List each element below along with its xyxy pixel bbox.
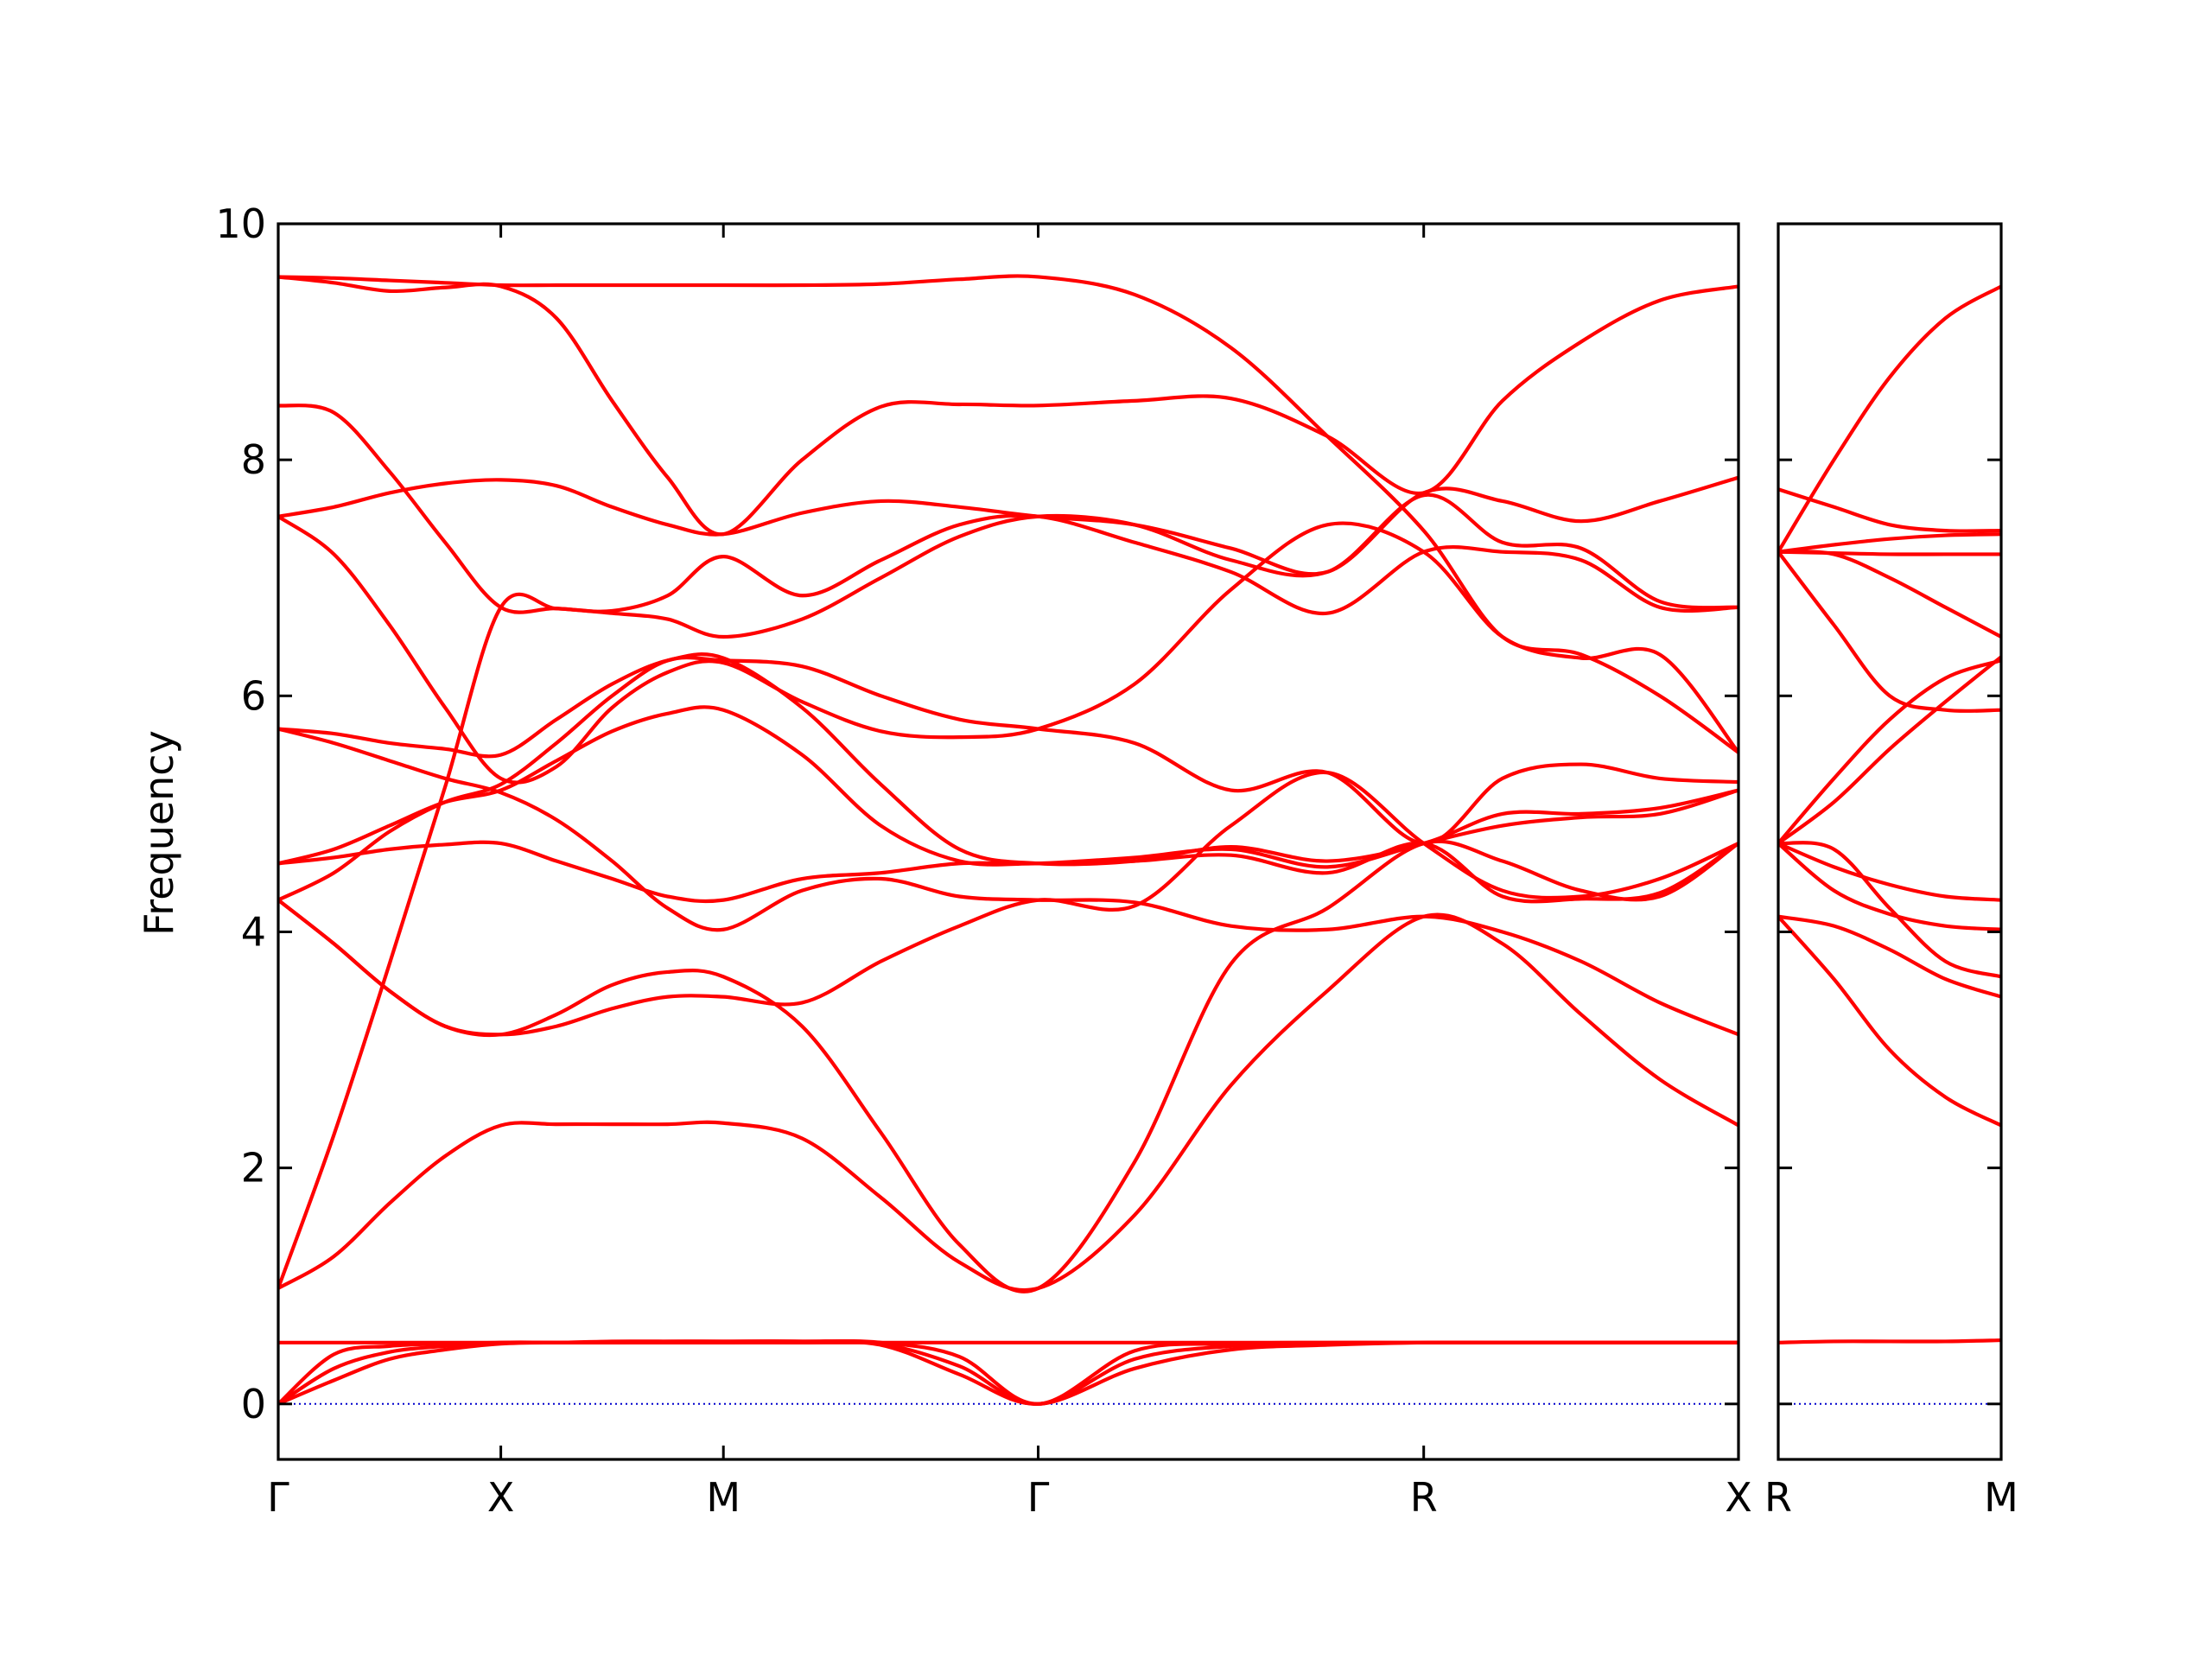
band-line: [1778, 655, 2001, 845]
band-line: [278, 727, 1738, 1037]
axes-frame: [1777, 222, 2003, 1461]
band-line: [1778, 842, 2001, 931]
x-tick-label: M: [1984, 1474, 2018, 1521]
band-line: [1778, 842, 2001, 902]
band-line: [1778, 658, 2001, 845]
x-tick-label: R: [1764, 1474, 1792, 1521]
band-line: [1778, 550, 2001, 556]
x-tick-label: X: [1725, 1474, 1752, 1521]
y-tick-label: 6: [241, 672, 266, 719]
band-line: [278, 513, 1738, 1289]
y-axis-label: Frequency: [136, 730, 182, 936]
band-line: [278, 912, 1738, 1293]
y-tick-label: 2: [241, 1145, 266, 1192]
panel: 0 2 4 6 8 10 Γ X M Γ R X Frequency: [136, 200, 1752, 1521]
band-line: [278, 705, 1738, 904]
bands: [278, 274, 1738, 1406]
band-line: [278, 475, 1738, 576]
x-tick-label: Γ: [267, 1474, 289, 1521]
band-line: [1778, 915, 2001, 1128]
band-line: [278, 404, 1738, 639]
x-tick-label: X: [487, 1474, 515, 1521]
band-line: [1778, 284, 2001, 553]
band-line: [1778, 550, 2001, 714]
axes-frame: [276, 222, 1740, 1461]
band-line: [278, 652, 1738, 867]
band-line: [278, 788, 1738, 904]
band-line: [278, 655, 1738, 902]
y-tick-label: 10: [215, 200, 266, 247]
x-tick-label: M: [706, 1474, 741, 1521]
band-line: [278, 274, 1738, 754]
band-line: [1778, 1338, 2001, 1344]
band-line: [1778, 914, 2001, 999]
band-line: [1778, 532, 2001, 554]
x-tick-label: Γ: [1027, 1474, 1050, 1521]
y-tick-label: 8: [241, 436, 266, 483]
y-tick-label: 0: [241, 1381, 266, 1427]
bands: [1778, 284, 2001, 1344]
y-tick-label: 4: [241, 908, 266, 955]
x-tick-label: R: [1410, 1474, 1438, 1521]
band-line: [1778, 487, 2001, 533]
band-line: [1778, 841, 2001, 979]
